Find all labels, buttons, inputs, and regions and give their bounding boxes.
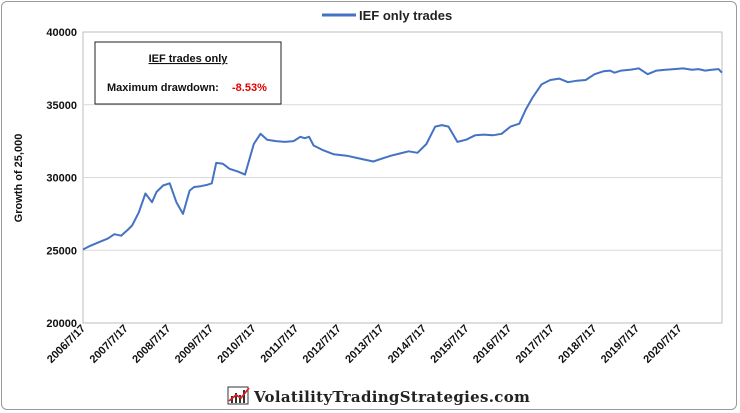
- x-tick-label: 2007/7/17: [88, 323, 131, 366]
- x-tick-label: 2008/7/17: [130, 323, 173, 366]
- x-tick-label: 2013/7/17: [343, 323, 386, 366]
- legend-entry: IEF only trades: [359, 8, 452, 23]
- y-tick-label: 30000: [46, 173, 77, 185]
- x-tick-label: 2012/7/17: [301, 323, 344, 366]
- annotation-label: Maximum drawdown:: [107, 82, 219, 94]
- y-tick-label: 20000: [46, 318, 77, 330]
- legend: IEF only trades: [322, 8, 452, 23]
- y-tick-label: 25000: [46, 245, 77, 257]
- x-tick-label: 2010/7/17: [215, 323, 258, 366]
- x-tick-label: 2020/7/17: [641, 323, 684, 366]
- chart-logo-icon: [227, 386, 250, 405]
- x-tick-label: 2018/7/17: [556, 323, 599, 366]
- annotation-title: IEF trades only: [149, 53, 229, 65]
- x-tick-label: 2011/7/17: [258, 323, 301, 366]
- x-tick-label: 2019/7/17: [599, 323, 642, 366]
- x-axis-ticks: 2006/7/17 2007/7/17 2008/7/17 2009/7/17 2010…: [45, 323, 684, 366]
- x-tick-label: 2014/7/17: [386, 323, 429, 366]
- footer: VolatilityTradingStrategies.com: [227, 386, 530, 406]
- annotation-value: -8.53%: [232, 82, 267, 94]
- y-axis-label: Growth of 25,000: [13, 134, 25, 223]
- annotation-border: [94, 41, 282, 105]
- annotation-box: IEF trades only Maximum drawdown: -8.53%: [94, 41, 282, 105]
- x-tick-label: 2016/7/17: [471, 323, 514, 366]
- x-tick-label: 2017/7/17: [514, 323, 557, 366]
- y-axis-ticks: 20000 25000 30000 35000 40000: [46, 27, 77, 330]
- series-line: [82, 67, 723, 251]
- x-tick-label: 2015/7/17: [428, 323, 471, 366]
- footer-brand: VolatilityTradingStrategies.com: [253, 388, 530, 406]
- gridlines: [83, 104, 722, 251]
- x-tick-label: 2009/7/17: [173, 323, 216, 366]
- series-group: [82, 67, 723, 251]
- y-tick-label: 35000: [46, 100, 77, 112]
- y-tick-label: 40000: [46, 27, 77, 39]
